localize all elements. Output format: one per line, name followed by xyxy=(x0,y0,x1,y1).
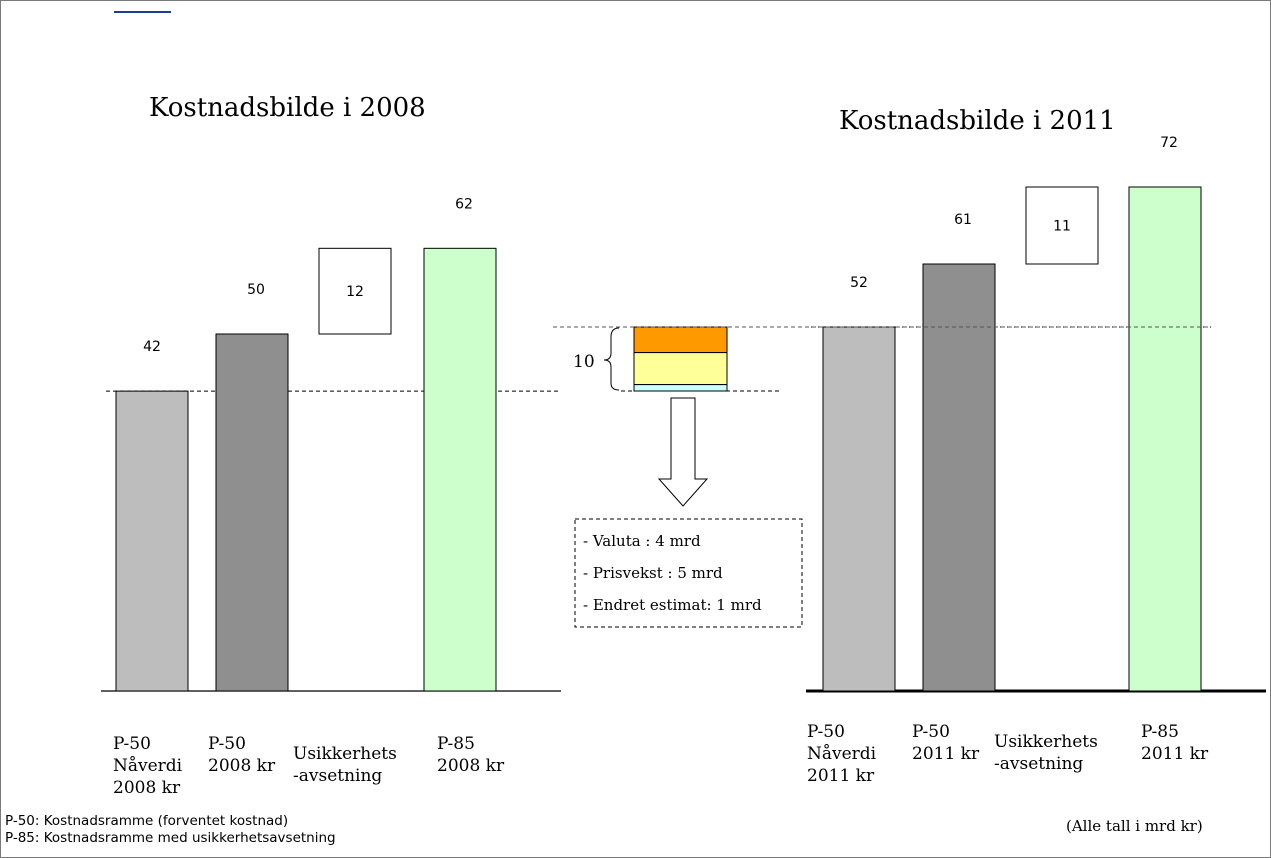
panel2-data-label-4: 72 xyxy=(1160,135,1178,151)
panel2-bar-3 xyxy=(1025,186,1099,265)
panel1-category-label-4: P-85 2008 kr xyxy=(437,734,505,776)
panel2-bar-2 xyxy=(922,263,996,692)
footer-p85-definition: P-85: Kostnadsramme med usikkerhetsavset… xyxy=(5,830,336,846)
panel2-bar-1 xyxy=(822,326,896,692)
unit-note: (Alle tall i mrd kr) xyxy=(1066,817,1203,835)
bridge-brace xyxy=(603,327,620,391)
footer-p50-definition: P-50: Kostnadsramme (forventet kostnad) xyxy=(5,813,289,829)
panel1-data-label-4: 62 xyxy=(455,196,473,212)
bridge-segment-2 xyxy=(633,352,728,386)
bridge-segment-1 xyxy=(633,326,728,354)
panel2-bar-4 xyxy=(1128,186,1202,692)
panel1-category-label-1: P-50 Nåverdi 2008 kr xyxy=(113,734,183,798)
panel1-data-label-2: 50 xyxy=(247,282,265,298)
panel2-data-label-2: 61 xyxy=(954,212,972,228)
bridge-total-label: 10 xyxy=(573,352,595,372)
breakdown-line-1: - Valuta : 4 mrd xyxy=(583,532,701,550)
breakdown-line-3: - Endret estimat: 1 mrd xyxy=(583,596,762,614)
panel1-data-label-1: 42 xyxy=(143,339,161,355)
panel2-category-label-1: P-50 Nåverdi 2011 kr xyxy=(807,722,877,786)
panel1-bar-3 xyxy=(318,247,392,335)
panel2-category-label-3: Usikkerhets -avsetning xyxy=(994,732,1098,774)
panel1-title: Kostnadsbilde i 2008 xyxy=(149,93,426,123)
panel1-category-label-2: P-50 2008 kr xyxy=(208,734,276,776)
down-arrow-icon xyxy=(657,397,709,507)
panel2-category-label-2: P-50 2011 kr xyxy=(912,722,980,764)
panel2-data-label-3: 11 xyxy=(1053,219,1071,235)
panel2-title: Kostnadsbilde i 2011 xyxy=(839,106,1116,136)
panel1-bar-4 xyxy=(423,247,497,692)
panel1-data-label-3: 12 xyxy=(346,284,364,300)
panel2-category-label-4: P-85 2011 kr xyxy=(1141,722,1209,764)
panel1-bar-1 xyxy=(115,390,189,692)
panel1-category-label-3: Usikkerhets -avsetning xyxy=(293,744,397,786)
breakdown-line-2: - Prisvekst : 5 mrd xyxy=(583,564,723,582)
panel1-bar-2 xyxy=(215,333,289,692)
breakdown-box xyxy=(574,518,803,628)
bridge-segment-3 xyxy=(633,384,728,392)
panel2-data-label-1: 52 xyxy=(850,275,868,291)
